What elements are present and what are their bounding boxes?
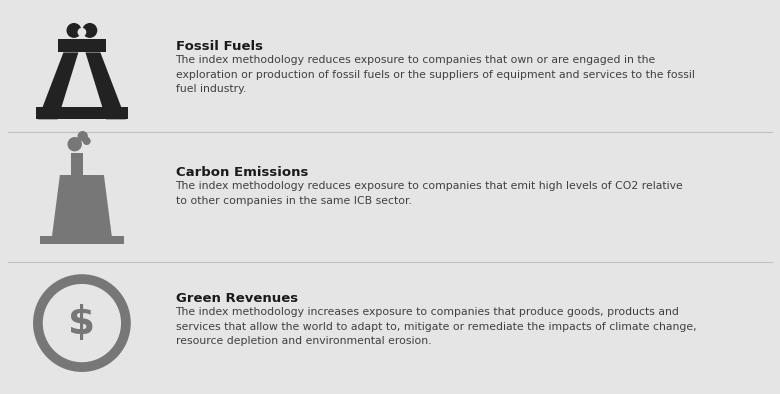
Text: The index methodology reduces exposure to companies that emit high levels of CO2: The index methodology reduces exposure t… xyxy=(176,181,683,206)
Text: Fossil Fuels: Fossil Fuels xyxy=(176,40,263,53)
Text: Green Revenues: Green Revenues xyxy=(176,292,298,305)
Circle shape xyxy=(66,23,81,38)
Polygon shape xyxy=(71,153,83,175)
Polygon shape xyxy=(58,39,106,52)
Polygon shape xyxy=(63,52,101,107)
Polygon shape xyxy=(40,236,124,244)
Text: The index methodology increases exposure to companies that produce goods, produc: The index methodology increases exposure… xyxy=(176,307,696,346)
Circle shape xyxy=(77,28,87,37)
Polygon shape xyxy=(36,107,128,119)
Circle shape xyxy=(68,137,82,151)
Text: Carbon Emissions: Carbon Emissions xyxy=(176,166,308,179)
Circle shape xyxy=(77,131,88,141)
Polygon shape xyxy=(86,52,126,119)
Circle shape xyxy=(83,137,90,145)
Text: The index methodology reduces exposure to companies that own or are engaged in t: The index methodology reduces exposure t… xyxy=(176,55,694,94)
Polygon shape xyxy=(38,52,78,119)
Text: $: $ xyxy=(69,304,95,342)
Polygon shape xyxy=(52,175,112,237)
Circle shape xyxy=(83,23,98,38)
